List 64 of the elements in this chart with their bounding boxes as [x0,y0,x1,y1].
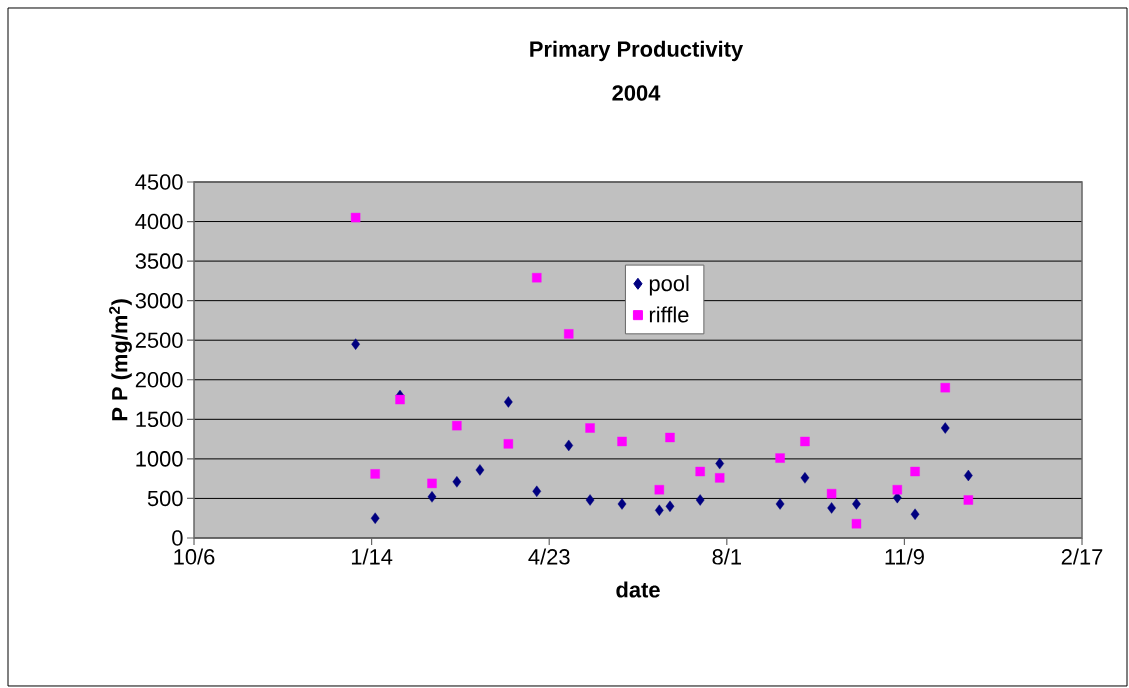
x-tick-label: 4/23 [528,548,570,565]
point [827,502,836,514]
x-axis-title: date [616,581,660,598]
y-tick-label: 1000 [136,451,183,467]
point [427,478,437,489]
point [427,491,437,503]
point [715,457,725,470]
x-tick-label: 1/14 [351,548,393,565]
point [585,494,595,506]
point [452,420,462,431]
point [665,500,675,513]
x-tick-label: 10/6 [174,548,215,565]
x-tick-label: 2/17 [1061,548,1103,565]
point [617,436,627,447]
y-tick-label: 3500 [135,253,183,269]
point [775,498,785,510]
point [370,512,380,524]
x-tick-label: 11/9 [885,548,924,565]
y-tick-label: 500 [147,490,183,507]
point [655,504,664,516]
x-tick-label: 8/1 [712,548,741,565]
y-tick-label: 2000 [135,372,183,388]
point [940,382,950,393]
point [504,396,513,408]
y-tick-label: 3000 [135,292,183,309]
point [452,476,462,488]
y-tick-label: 4500 [135,174,183,190]
chart-subtitle: 2004 [612,85,661,101]
point [585,423,595,433]
point [910,466,920,477]
point [695,494,705,506]
point [532,273,542,283]
point [564,329,574,339]
y-tick-label: 4000 [135,213,183,230]
point [532,485,542,498]
point [940,422,950,434]
y-tick-label: 2500 [135,332,183,348]
y-axis-title: P P (mg/m$^{2}$) [109,299,132,421]
y-tick-label: 0 [172,530,183,546]
point [852,498,861,510]
point [695,466,705,477]
legend-label: riffle [649,306,689,323]
point [503,439,514,449]
point [350,212,361,223]
point [351,338,360,350]
point [910,508,920,520]
point [395,394,405,405]
point [665,432,675,443]
point [892,485,903,495]
point [715,473,725,483]
point [617,498,627,510]
point [851,519,862,529]
chart-title: Primary Productivity [530,40,744,62]
point [564,439,574,452]
point [800,436,810,447]
legend-label: pool [649,275,689,296]
point [826,488,837,499]
point [800,472,810,484]
point [370,469,380,479]
point [475,464,485,476]
point [963,495,974,505]
point [775,453,785,463]
y-tick-label: 1500 [136,411,183,428]
point [654,485,665,495]
